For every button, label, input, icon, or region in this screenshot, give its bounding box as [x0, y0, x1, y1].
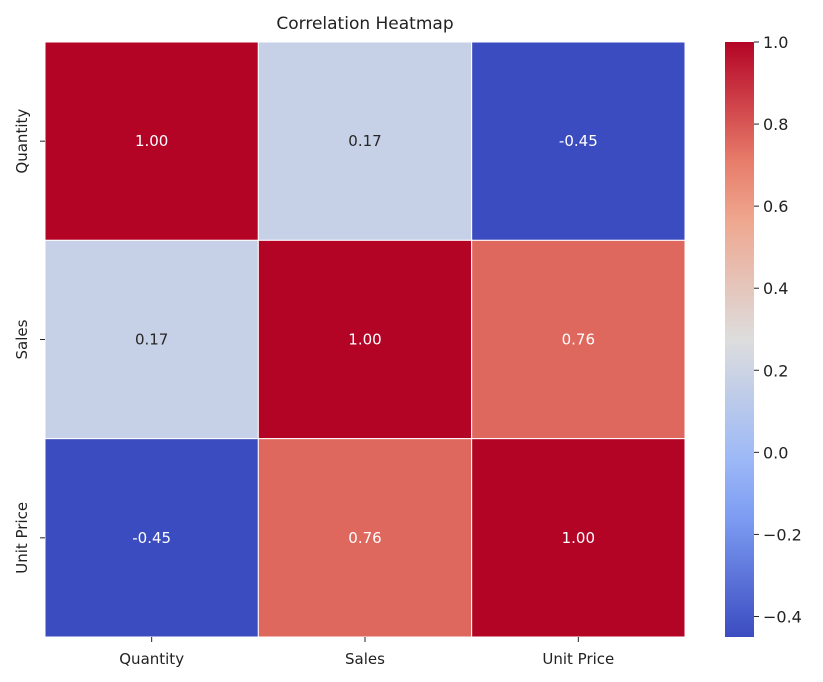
cell-label: 0.76	[348, 529, 381, 547]
colorbar-tick-label: 0.4	[763, 279, 788, 298]
heatmap-cell	[471, 239, 686, 440]
heatmap-cell	[44, 41, 259, 241]
y-tick-label: Quantity	[13, 109, 31, 174]
colorbar	[725, 42, 754, 637]
heatmap-cell	[44, 239, 259, 440]
heatmap-cell	[44, 438, 259, 638]
heatmap-cell	[257, 41, 473, 241]
y-tick-label: Unit Price	[13, 502, 31, 574]
chart-title: Correlation Heatmap	[276, 14, 453, 34]
cell-label: 0.17	[348, 132, 381, 150]
colorbar-tick-label: 0.0	[763, 443, 788, 462]
cell-label: 1.00	[135, 132, 168, 150]
cell-label: 1.00	[562, 529, 595, 547]
colorbar-tick-label: 0.2	[763, 361, 788, 380]
colorbar-tick-label: 1.0	[763, 33, 788, 52]
cell-label: 0.17	[135, 331, 168, 349]
cell-label: 1.00	[348, 331, 381, 349]
colorbar-tick-label: −0.4	[763, 607, 802, 626]
heatmap-cell	[471, 41, 686, 241]
colorbar-tick-label: 0.8	[763, 115, 788, 134]
heatmap-cell	[257, 239, 473, 440]
cell-label: 0.76	[562, 331, 595, 349]
y-tick-label: Sales	[13, 319, 31, 359]
colorbar-tick-label: −0.2	[763, 525, 802, 544]
x-tick-label: Quantity	[119, 650, 184, 668]
x-tick-label: Unit Price	[542, 650, 614, 668]
cell-label: -0.45	[132, 529, 171, 547]
cell-label: -0.45	[559, 132, 598, 150]
x-tick-label: Sales	[345, 650, 385, 668]
colorbar-tick-label: 0.6	[763, 197, 788, 216]
heatmap-cell	[257, 438, 473, 638]
